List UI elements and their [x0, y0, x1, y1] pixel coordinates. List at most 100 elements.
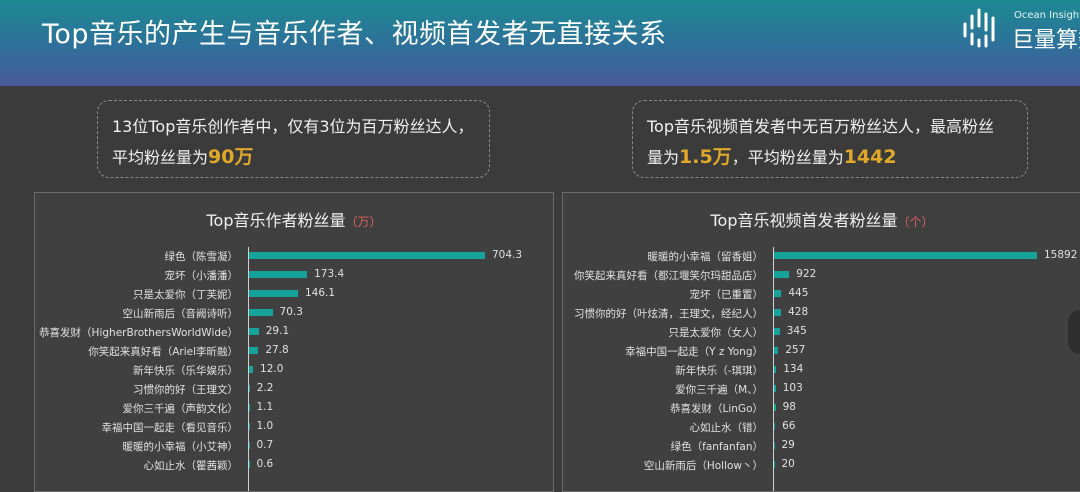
data-label: 0.7: [256, 439, 274, 451]
y-axis-line: [773, 247, 774, 491]
bar: [249, 347, 259, 354]
bar-row: 幸福中国一起走（看见音乐） 1.0: [35, 417, 553, 436]
callout-text: 量为: [647, 148, 680, 167]
category-label: 恭喜发财（HigherBrothersWorldWide）: [39, 327, 238, 339]
bar: [774, 309, 782, 316]
bar-row: 只是太爱你（女人） 345: [563, 322, 1080, 341]
chart-unit: （万）: [345, 215, 382, 229]
category-label: 恭喜发财（LinGo）: [670, 403, 763, 415]
category-label: 幸福中国一起走（看见音乐）: [101, 422, 239, 434]
data-label: 103: [782, 382, 803, 394]
chart-title: Top音乐作者粉丝量（万）: [35, 207, 553, 231]
chart-title-text: Top音乐作者粉丝量: [206, 211, 346, 230]
data-label: 27.8: [265, 344, 289, 356]
data-label: 173.4: [314, 268, 345, 280]
scroll-handle[interactable]: [1068, 310, 1080, 354]
logo-text-cn: 巨量算数: [1012, 28, 1080, 53]
chart-unit: （个）: [897, 215, 934, 229]
category-label: 只是太爱你（丁芙妮）: [133, 289, 238, 301]
bar: [249, 442, 250, 449]
bar: [249, 461, 250, 468]
bar: [774, 461, 775, 468]
data-label: 2.2: [256, 382, 274, 394]
callout-publishers: Top音乐视频首发者中无百万粉丝达人，最高粉丝 量为1.5万，平均粉丝量为144…: [632, 100, 1028, 178]
data-label: 1.1: [256, 401, 274, 413]
bar-row: 空山新雨后（音阙诗听） 70.3: [35, 303, 553, 322]
category-label: 幸福中国一起走（Y z Yong）: [625, 346, 763, 358]
bar: [774, 385, 776, 392]
bar-row: 只是太爱你（丁芙妮） 146.1: [35, 284, 553, 303]
bar: [249, 404, 250, 411]
bar-row: 心如止水（错） 66: [563, 417, 1080, 436]
data-label: 1.0: [256, 420, 274, 432]
data-label: 15892: [1044, 249, 1078, 261]
data-label: 134: [783, 363, 804, 375]
bar: [249, 290, 298, 297]
logo-bars-icon: [963, 8, 995, 48]
bar: [774, 423, 776, 430]
callout-authors: 13位Top音乐创作者中，仅有3位为百万粉丝达人， 平均粉丝量为90万: [97, 100, 490, 178]
data-label: 146.1: [304, 287, 336, 299]
bar: [249, 423, 250, 430]
bar-row: 暖暖的小幸福（小艾神） 0.7: [35, 436, 553, 455]
data-label: 428: [788, 306, 809, 318]
bar: [774, 442, 775, 449]
bar-row: 新年快乐（乐华娱乐） 12.0: [35, 360, 553, 379]
bar: [249, 366, 254, 373]
bar: [774, 271, 790, 278]
bar-row: 宠坏（小潘潘） 173.4: [35, 265, 553, 284]
bar-row: 幸福中国一起走（Y z Yong） 257: [563, 341, 1080, 360]
data-label: 29: [781, 439, 795, 451]
logo: Ocean Insight 巨量算数: [960, 6, 1080, 53]
bar: [249, 385, 250, 392]
bar-row: 心如止水（瞿茜颖） 0.6: [35, 455, 553, 474]
bar: [774, 347, 779, 354]
category-label: 绿色（fanfanfan）: [670, 441, 763, 453]
bar-row: 新年快乐（-琪琪） 134: [563, 360, 1080, 379]
category-label: 暖暖的小幸福（留香姐）: [647, 251, 764, 263]
chart-title: Top音乐视频首发者粉丝量（个）: [563, 207, 1080, 231]
bar: [249, 271, 308, 278]
publisher-fans-chart: Top音乐视频首发者粉丝量（个） 暖暖的小幸福（留香姐） 15892 你笑起来真好看…: [562, 192, 1080, 492]
category-label: 习惯你的好（王理文）: [133, 384, 238, 396]
logo-text-en: Ocean Insight: [1014, 10, 1080, 21]
bar: [774, 290, 782, 297]
bar-row: 习惯你的好（叶炫清，王理文，经纪人） 428: [563, 303, 1080, 322]
bar: [249, 309, 273, 316]
bar-row: 空山新雨后（Hollow丶） 20: [563, 455, 1080, 474]
bar-row: 绿色（陈雪凝） 704.3: [35, 246, 553, 265]
bar-row: 爱你三千遍（声韵文化） 1.1: [35, 398, 553, 417]
data-label: 704.3: [492, 249, 523, 261]
callout-text: Top音乐视频首发者中无百万粉丝达人，最高粉丝: [647, 117, 995, 136]
category-label: 宠坏（小潘潘）: [164, 270, 239, 282]
data-label: 12.0: [260, 363, 284, 375]
page-title: Top音乐的产生与音乐作者、视频首发者无直接关系: [42, 19, 667, 50]
bar: [774, 252, 1037, 259]
category-label: 新年快乐（乐华娱乐）: [133, 365, 238, 377]
category-label: 心如止水（错）: [689, 422, 764, 434]
category-label: 只是太爱你（女人）: [668, 327, 764, 339]
category-label: 习惯你的好（叶炫清，王理文，经纪人）: [574, 308, 763, 320]
category-label: 新年快乐（-琪琪）: [675, 365, 763, 377]
bar-row: 暖暖的小幸福（留香姐） 15892: [563, 246, 1080, 265]
bar-row: 你笑起来真好看（都江堰笑尔玛甜品店） 922: [563, 265, 1080, 284]
category-label: 空山新雨后（音阙诗听）: [122, 308, 239, 320]
category-label: 心如止水（瞿茜颖）: [143, 460, 239, 472]
callout-text: ，平均粉丝量为: [731, 148, 844, 167]
data-label: 257: [785, 344, 806, 356]
category-label: 爱你三千遍（声韵文化）: [122, 403, 239, 415]
callout-text: 平均粉丝量为: [112, 148, 209, 167]
bar-row: 绿色（fanfanfan） 29: [563, 436, 1080, 455]
bar-row: 习惯你的好（王理文） 2.2: [35, 379, 553, 398]
category-label: 空山新雨后（Hollow丶）: [643, 460, 763, 472]
category-label: 爱你三千遍（M、）: [675, 384, 763, 396]
data-label: 98: [782, 401, 796, 413]
bar-row: 宠坏（已重置） 445: [563, 284, 1080, 303]
category-label: 你笑起来真好看（都江堰笑尔玛甜品店）: [574, 270, 763, 282]
data-label: 20: [781, 458, 795, 470]
data-label: 0.6: [256, 458, 274, 470]
bar: [774, 328, 780, 335]
data-label: 922: [796, 268, 817, 280]
data-label: 345: [786, 325, 807, 337]
bar: [249, 252, 485, 259]
